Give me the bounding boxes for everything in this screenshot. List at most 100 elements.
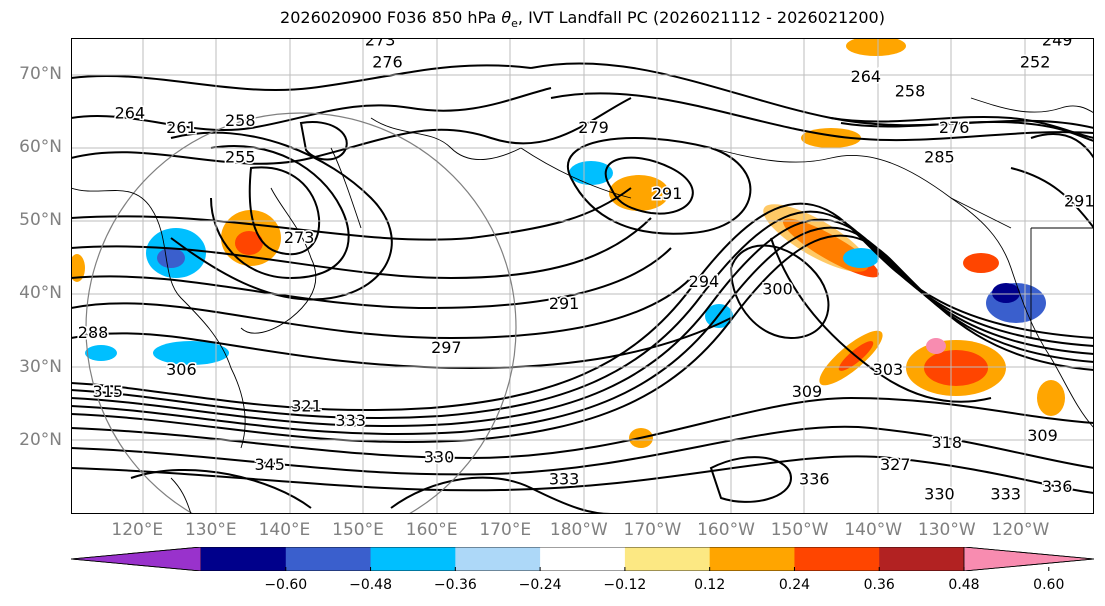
colorbar-extend-under: [71, 547, 202, 571]
lon-label: 160°W: [697, 520, 755, 540]
contour-label: 330: [924, 484, 955, 503]
contour-label: 315: [93, 382, 124, 401]
lat-label: 20°N: [19, 429, 62, 450]
red-blob-coast-north: [963, 253, 999, 273]
theta-symbol: θ: [501, 8, 512, 27]
contour-label: 333: [335, 411, 366, 430]
map-panel: 273 276 264 261 258 255 279 291 294 291 300 297 303 3…: [71, 38, 1094, 514]
contour-label: 321: [291, 396, 322, 415]
orange-blob-north: [846, 38, 906, 56]
lat-label: 30°N: [19, 356, 62, 377]
contour-label: 264: [115, 104, 146, 123]
colorbar-segment: [879, 547, 965, 571]
contour-label: 264: [851, 67, 882, 86]
contour-label: 345: [254, 455, 285, 474]
title-suffix: , IVT Landfall PC (2026021112 - 20260212…: [517, 8, 885, 27]
contour-label: 291: [1064, 191, 1094, 210]
lon-label: 170°W: [623, 520, 682, 540]
coastlines: [71, 97, 1094, 514]
lon-label: 120°W: [991, 520, 1050, 540]
contour-label: 297: [431, 338, 462, 357]
lon-label: 140°E: [258, 520, 311, 540]
lat-label: 50°N: [19, 210, 62, 231]
orange-blob-aleutian: [609, 175, 669, 211]
lon-label: 120°E: [111, 520, 164, 540]
colorbar-tick-label: −0.60: [264, 577, 308, 593]
lat-label: 40°N: [19, 283, 62, 304]
lon-label: 130°E: [184, 520, 237, 540]
colorbar-tick-label: −0.48: [349, 577, 392, 593]
contour-label: 294: [689, 272, 720, 291]
lat-label: 60°N: [19, 136, 62, 157]
map-frame: [71, 38, 1094, 514]
colorbar-segment: [201, 547, 287, 571]
colorbar-segment: [285, 547, 372, 571]
pink-blob: [926, 338, 946, 354]
contour-label: 285: [924, 147, 955, 166]
colorbar-tick-label: −0.12: [603, 577, 647, 593]
range-ring: [85, 112, 517, 514]
colorbar-segments: [71, 547, 1094, 571]
contour-label: 300: [762, 279, 793, 298]
colorbar-segment: [370, 547, 456, 571]
contour-label: 318: [932, 433, 963, 452]
red-blob-japan: [235, 231, 263, 255]
contour-label: 279: [578, 118, 609, 137]
contour-label: 255: [225, 147, 256, 166]
contour-label: 288: [78, 323, 109, 342]
lat-label: 70°N: [19, 63, 62, 84]
map-title: 2026020900 F036 850 hPa θe, IVT Landfall…: [0, 8, 1105, 30]
colorbar-tick-label: −0.36: [433, 577, 477, 593]
red-blob-coast: [924, 350, 988, 386]
colorbar-tick-label: 0.48: [948, 577, 980, 593]
contour-label: 291: [652, 184, 683, 203]
blue-blob-gulf: [843, 248, 879, 268]
contour-label: 249: [1042, 38, 1073, 49]
lat-lon-grid: [71, 38, 1094, 514]
lon-label: 140°W: [844, 520, 903, 540]
blue-blob-aleutian: [569, 161, 613, 185]
orange-blob-south2: [1037, 380, 1065, 416]
contour-label: 273: [365, 38, 396, 49]
colorbar-segment: [540, 547, 626, 571]
contour-label: 336: [1042, 477, 1073, 496]
contour-label: 330: [424, 448, 455, 467]
lon-label: 150°W: [770, 520, 829, 540]
lon-label: 170°E: [479, 520, 532, 540]
contour-label: 333: [990, 484, 1021, 503]
blue-blob-china2: [157, 248, 185, 268]
colorbar-extend-over: [963, 547, 1094, 571]
colorbar-tick-label: 0.60: [1033, 577, 1065, 593]
colorbar-tick-label: 0.12: [694, 577, 726, 593]
navy-blob-coast: [992, 283, 1020, 303]
blue-blob-china-south: [153, 341, 229, 365]
lon-label: 180°W: [549, 520, 608, 540]
lon-label: 150°E: [332, 520, 384, 540]
orange-blob-west: [71, 254, 85, 282]
contour-label: 276: [372, 52, 403, 71]
colorbar-tick-label: 0.24: [778, 577, 811, 593]
contour-label: 273: [284, 228, 315, 247]
contour-label: 276: [939, 118, 970, 137]
contour-label: 306: [166, 360, 197, 379]
contour-label: 303: [873, 360, 904, 379]
colorbar: [71, 547, 1094, 571]
contour-label: 336: [799, 470, 830, 489]
contour-label: 258: [895, 82, 926, 101]
contour-labels: 273 276 264 261 258 255 279 291 294 291 300 297 303 3…: [76, 38, 1094, 505]
contour-label: 309: [792, 382, 823, 401]
lon-label: 160°E: [405, 520, 458, 540]
contour-label: 291: [549, 294, 580, 313]
colorbar-segment: [624, 547, 711, 571]
colorbar-segment: [709, 547, 795, 571]
colorbar-segment: [455, 547, 541, 571]
colorbar-segment: [794, 547, 880, 571]
contour-label: 258: [225, 111, 256, 130]
blue-blob-west: [85, 345, 117, 361]
contour-label: 252: [1020, 52, 1051, 71]
theta-subscript: e: [511, 17, 518, 31]
contour-label: 309: [1027, 426, 1058, 445]
colorbar-tick-label: 0.36: [863, 577, 895, 593]
lon-label: 130°W: [917, 520, 976, 540]
colorbar-tick-label: −0.24: [518, 577, 562, 593]
